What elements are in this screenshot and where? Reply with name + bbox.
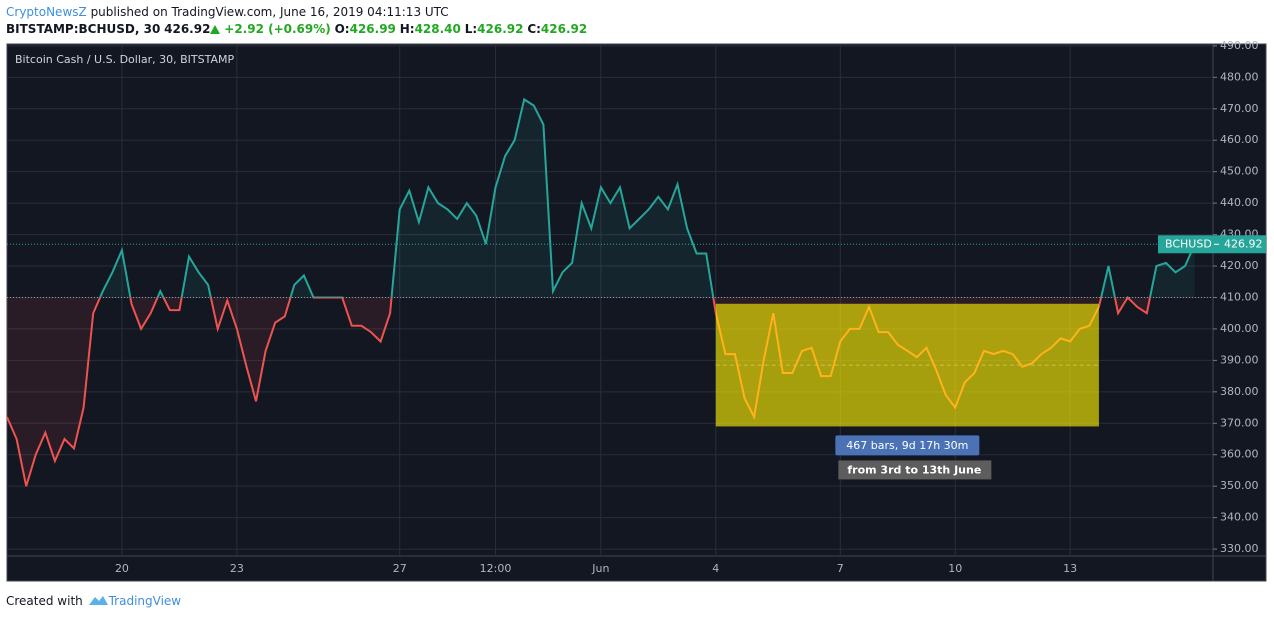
ohlc-value: 426.92 [477, 22, 524, 36]
change: +2.92 (+0.69%) [224, 22, 331, 36]
range-label: 467 bars, 9d 17h 30m [846, 439, 968, 452]
y-tick-label: 420.00 [1220, 259, 1259, 272]
x-tick-label: 4 [712, 562, 719, 575]
footer: Created with TradingView [6, 593, 181, 608]
y-tick-label: 470.00 [1220, 102, 1259, 115]
y-tick-label: 350.00 [1220, 479, 1259, 492]
y-tick-label: 460.00 [1220, 133, 1259, 146]
published-text: published on TradingView.com, June 16, 2… [90, 5, 449, 19]
y-tick-label: 450.00 [1220, 165, 1259, 178]
note-box [838, 460, 992, 480]
x-tick-label: 23 [230, 562, 244, 575]
ohlc-value: 426.92 [540, 22, 588, 36]
ohlc-value: 426.99 [349, 22, 396, 36]
symbol-line: BITSTAMP:BCHUSD, 30 426.92 +2.92 (+0.69%… [6, 22, 587, 36]
brand-link[interactable]: TradingView [108, 594, 182, 608]
price-line-up [7, 97, 1196, 298]
y-tick-label: 390.00 [1220, 353, 1259, 366]
ohlc-label: O: [334, 22, 350, 36]
y-tick-label: 440.00 [1220, 196, 1259, 209]
x-tick-label: 10 [948, 562, 962, 575]
ohlc-label: H: [399, 22, 415, 36]
price-tag-name: BCHUSD [1165, 237, 1212, 250]
ohlc: O:426.99 H:428.40 L:426.92 C:426.92 [335, 22, 588, 36]
up-icon [210, 25, 221, 34]
ohlc-label: L: [464, 22, 478, 36]
author-link[interactable]: CryptoNewsZ [6, 5, 87, 19]
symbol: BITSTAMP:BCHUSD, 30 [6, 22, 161, 36]
y-tick-label: 330.00 [1220, 542, 1259, 555]
x-tick-label: 7 [837, 562, 844, 575]
x-tick-label: 20 [115, 562, 129, 575]
y-tick-label: 380.00 [1220, 385, 1259, 398]
x-tick-label: Jun [591, 562, 609, 575]
y-tick-label: 340.00 [1220, 511, 1259, 524]
logo [88, 596, 108, 605]
y-tick-label: 490.00 [1220, 39, 1259, 52]
created-text: Created with [6, 594, 83, 608]
y-tick-label: 410.00 [1220, 290, 1259, 303]
y-tick-label: 360.00 [1220, 448, 1259, 461]
price-tag [1158, 235, 1266, 254]
price-line-range [715, 302, 1099, 421]
x-tick-label: 12:00 [480, 562, 512, 575]
chart-title: Bitcoin Cash / U.S. Dollar, 30, BITSTAMP [15, 53, 234, 66]
note-label: from 3rd to 13th June [847, 463, 981, 476]
price-tag-value: 426.92 [1224, 237, 1263, 250]
ohlc-value: 428.40 [414, 22, 461, 36]
ohlc-label: C: [527, 22, 541, 36]
y-tick-label: 480.00 [1220, 70, 1259, 83]
x-tick-label: 27 [393, 562, 407, 575]
y-tick-label: 370.00 [1220, 416, 1259, 429]
header-line: CryptoNewsZ published on TradingView.com… [6, 5, 449, 19]
range-label-box [835, 435, 980, 456]
x-tick-label: 13 [1063, 562, 1077, 575]
area-above [7, 99, 1195, 298]
y-tick-label: 400.00 [1220, 322, 1259, 335]
price: 426.92 [164, 22, 211, 36]
